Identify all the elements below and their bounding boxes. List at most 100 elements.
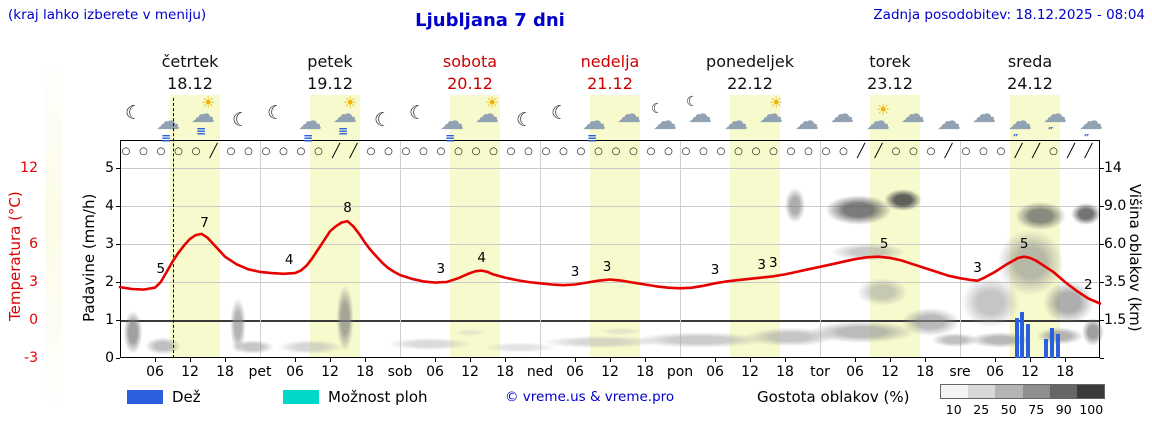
- sun-icon: ☀: [876, 100, 891, 119]
- zero-degree-line: [120, 320, 1100, 322]
- cloud-icon: ☁: [1008, 107, 1032, 135]
- rain-icon: ≡: [445, 131, 456, 145]
- wind-barb-icon: ╱: [944, 144, 953, 159]
- calm-wind-icon: ○: [979, 146, 988, 157]
- cloud-density-blob: [820, 241, 916, 263]
- cloud-icon: ☁: [582, 107, 606, 135]
- current-time-line: [173, 98, 175, 358]
- cloud-icon: ☁: [972, 100, 996, 128]
- calm-wind-icon: ○: [926, 146, 936, 157]
- day-abbrev-label: pon: [666, 364, 694, 380]
- cloud-drizzle-weather-icon: ☁ ″: [1005, 104, 1039, 146]
- moon-icon: ☾: [686, 94, 699, 110]
- calm-wind-icon: ○: [734, 146, 743, 157]
- calm-wind-icon: ○: [261, 146, 271, 157]
- temperature-value-label: 3: [757, 256, 766, 273]
- axis-tickmark: [225, 358, 226, 362]
- cloud-weather-icon: ☁: [827, 97, 861, 135]
- axis-tickmark: [190, 358, 191, 362]
- day-name: petek: [307, 52, 353, 71]
- moon-icon: ☾: [125, 102, 143, 124]
- hour-label: 18: [776, 364, 794, 380]
- temperature-value-label: 3: [570, 263, 580, 280]
- density-tick-label: 50: [1000, 402, 1017, 417]
- rain-icon: ≡: [338, 124, 349, 138]
- day-date: 22.12: [727, 74, 773, 93]
- hour-label: 18: [916, 364, 934, 380]
- cloud-icon: ☁: [298, 107, 322, 135]
- calm-wind-icon: ○: [751, 146, 761, 157]
- hour-label: 18: [636, 364, 654, 380]
- sun-icon: ☀: [769, 93, 784, 112]
- density-tick-label: 100: [1079, 402, 1104, 417]
- hour-label: 12: [461, 364, 479, 380]
- day-date: 19.12: [307, 74, 353, 93]
- cloud-density-blob: [1007, 198, 1073, 234]
- precipitation-tick-label: 4: [105, 198, 114, 214]
- calm-wind-icon: ○: [506, 146, 516, 157]
- temperature-value-label: 3: [973, 259, 982, 276]
- calm-wind-icon: ○: [191, 146, 201, 157]
- rain-icon: ≡: [587, 131, 598, 145]
- day-name: nedelja: [580, 52, 640, 71]
- cloud-density-blob: [592, 326, 648, 336]
- temperature-tick-label: 6: [29, 236, 38, 252]
- density-tick-label: 25: [973, 402, 990, 417]
- density-tick-label: 90: [1055, 402, 1072, 417]
- cloud-density-blob: [849, 274, 915, 310]
- temperature-value-label: 5: [879, 236, 889, 253]
- moon-weather-icon: ☾: [543, 97, 577, 135]
- hour-label: 12: [1021, 364, 1039, 380]
- day-name: torek: [869, 52, 911, 71]
- density-scale-segment: [968, 385, 996, 398]
- cloud-icon: ☁: [937, 107, 961, 135]
- calm-wind-icon: ○: [821, 146, 831, 157]
- moon-icon: ☾: [232, 109, 250, 131]
- cloud-icon: ☁: [901, 100, 925, 128]
- cloud-density-blob: [224, 338, 280, 356]
- hour-label: 06: [846, 364, 864, 380]
- axis-tickmark: [116, 358, 120, 359]
- moon-weather-icon: ☾: [259, 97, 293, 135]
- axis-tickmark: [116, 244, 120, 245]
- sun-cloud-weather-icon: ☁ ☀: [756, 93, 790, 135]
- cloud-density-label: Gostota oblakov (%): [757, 388, 910, 406]
- wind-barb-icon: ╱: [857, 144, 865, 159]
- temperature-value-label: 4: [284, 252, 294, 269]
- axis-tickmark: [1100, 168, 1104, 169]
- axis-tickmark: [1065, 358, 1066, 362]
- axis-tickmark: [1100, 244, 1104, 245]
- wind-barb-icon: ╱: [874, 144, 883, 159]
- axis-tickmark: [1100, 358, 1104, 359]
- calm-wind-icon: ○: [786, 146, 796, 157]
- hour-label: 12: [321, 364, 339, 380]
- hour-label: 06: [566, 364, 584, 380]
- day-date: 24.12: [1007, 74, 1053, 93]
- moon-weather-icon: ☾: [508, 104, 542, 142]
- cloud-rain-weather-icon: ☁ ≡: [437, 104, 471, 145]
- wind-barb-icon: ╱: [332, 144, 340, 159]
- rain-icon: ≡: [196, 124, 207, 138]
- hour-label: 18: [1056, 364, 1074, 380]
- hour-label: 12: [881, 364, 899, 380]
- sun-cloud-weather-icon: ☁ ☀: [863, 100, 897, 142]
- hour-label: 12: [601, 364, 619, 380]
- rain-icon: ≡: [161, 131, 172, 145]
- calm-wind-icon: ○: [524, 146, 533, 157]
- hour-label: 06: [146, 364, 164, 380]
- calm-wind-icon: ○: [839, 146, 848, 157]
- cloud-density-blob: [451, 327, 489, 337]
- showers-legend-label: Možnost ploh: [328, 388, 428, 406]
- hour-label: 06: [286, 364, 304, 380]
- cloud-rain-weather-icon: ☁ ≡: [153, 104, 187, 145]
- axis-tickmark: [785, 358, 786, 362]
- cloud-height-tick-label: 3.5: [1104, 274, 1127, 290]
- cloud-density-blob: [879, 186, 927, 214]
- temperature-value-label: 5: [156, 261, 166, 277]
- copyright-links[interactable]: © vreme.us & vreme.pro: [505, 389, 675, 405]
- sun-cloud-rain-weather-icon: ☁ ☀ ≡: [330, 93, 364, 138]
- sun-cloud-rain-weather-icon: ☁ ☀ ≡: [188, 93, 222, 138]
- day-name: četrtek: [161, 52, 219, 71]
- hour-label: 18: [356, 364, 374, 380]
